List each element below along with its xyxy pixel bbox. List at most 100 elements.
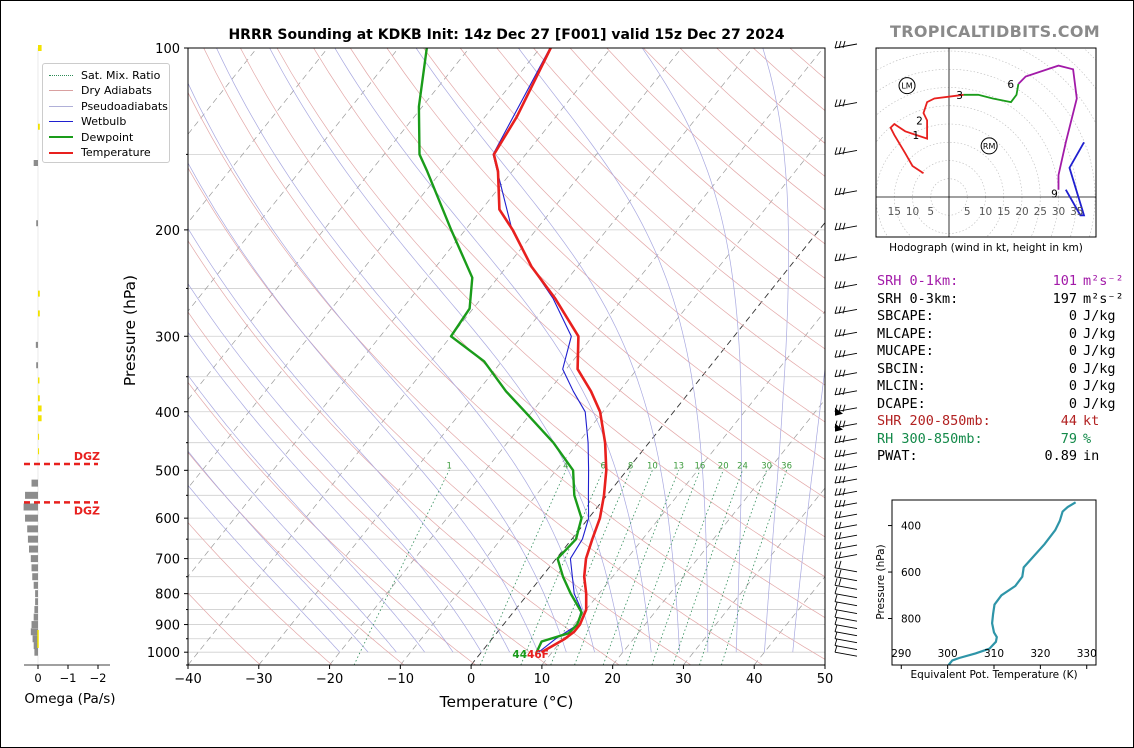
omega-bar — [38, 123, 40, 130]
legend-swatch — [49, 74, 73, 76]
legend-label: Pseudoadiabats — [81, 99, 168, 113]
pseudoadiabat — [188, 162, 539, 653]
isotherm — [329, 48, 824, 665]
hodo-ring-label: 15 — [888, 206, 901, 218]
legend-swatch — [49, 136, 73, 138]
plot-frame — [187, 47, 826, 666]
x-tick-label: 20 — [604, 672, 621, 687]
stat-row: SRH 0-1km: 101 m²s⁻² — [877, 273, 1124, 291]
wind-barb — [834, 372, 858, 378]
pseudoadiabat — [188, 414, 397, 653]
stat-label: MLCIN: — [877, 378, 926, 394]
wind-barbs — [834, 40, 858, 657]
omega-bar — [32, 573, 38, 581]
wind-barb-flag — [838, 369, 842, 377]
hodo-trace — [1017, 64, 1078, 190]
mixing-ratio-line — [651, 470, 724, 665]
hodo-ring-label: 5 — [927, 206, 934, 218]
mixing-ratio-line — [602, 470, 680, 665]
mixing-ratio-label: 6 — [600, 461, 605, 471]
wind-barb-flag — [842, 488, 846, 496]
legend-label: Wetbulb — [81, 115, 127, 128]
wind-barb-flag — [834, 569, 838, 577]
wind-barb — [834, 256, 858, 262]
dewpoint-line — [417, 48, 583, 653]
isotherm — [541, 310, 825, 665]
wind-barb-flag — [838, 488, 842, 496]
wind-barb-flag — [842, 40, 846, 49]
wind-barb-flag — [842, 369, 846, 377]
wind-barb-flag — [834, 521, 838, 529]
stat-value: 0 — [1068, 360, 1077, 377]
wind-barb — [834, 465, 858, 471]
y-tick-label: 1000 — [147, 646, 180, 661]
dry-adiabat — [203, 48, 825, 660]
wind-barb-flag — [842, 281, 846, 289]
pseudoadiabat — [216, 48, 595, 653]
wind-barb-flag — [842, 329, 846, 337]
pseudoadiabat — [415, 48, 680, 653]
dgz-label: DGZ — [74, 450, 100, 463]
wind-barb-pennant — [835, 407, 843, 416]
dry-adiabat — [240, 48, 825, 619]
omega-bar — [29, 545, 38, 553]
isotherm — [188, 48, 682, 665]
dry-adiabat — [496, 48, 825, 350]
dry-adiabat — [459, 48, 825, 386]
wind-barb-flag — [838, 521, 842, 529]
wind-barb-flag — [834, 541, 838, 550]
brand-watermark: TROPICALTIDBITS.COM — [890, 22, 1100, 41]
theta-plot — [947, 501, 1077, 665]
hodo-ring-label: 20 — [1015, 206, 1028, 218]
wind-barb-flag — [842, 499, 846, 508]
wind-barb — [834, 390, 858, 396]
hodo-trace — [1065, 141, 1086, 217]
stat-value: 0.89 — [1044, 448, 1077, 464]
stat-unit: kt — [1083, 413, 1100, 429]
wind-barb — [834, 593, 858, 599]
wind-barb-flag — [838, 329, 842, 337]
dry-adiabat — [188, 167, 692, 665]
chart-title: HRRR Sounding at KDKB Init: 14z Dec 27 [… — [228, 27, 785, 43]
x-tick-label: 40 — [746, 672, 763, 687]
theta-e-line — [947, 501, 1077, 665]
wind-barb-flag — [838, 99, 842, 107]
mixing-ratio-line — [626, 470, 701, 665]
stat-unit: m²s⁻² — [1083, 273, 1124, 289]
stat-row: MUCAPE: 0 J/kg — [877, 343, 1124, 361]
stat-row: MLCIN: 0 J/kg — [877, 378, 1124, 396]
stat-unit: J/kg — [1083, 378, 1116, 394]
wind-barb — [834, 576, 858, 582]
hodo-storm-marker — [898, 77, 916, 95]
dry-adiabat — [188, 91, 763, 665]
mixing-ratio-label: 4 — [563, 461, 568, 471]
wind-barb-flag — [838, 387, 842, 395]
wind-barb — [834, 438, 858, 444]
hodo-ring-label: 35 — [1070, 206, 1083, 218]
plot-area: 1 4 6 8 10 13 16 20 24 30 36 — [188, 48, 825, 665]
wind-barb-flag — [834, 499, 838, 508]
stat-value: 0 — [1068, 325, 1077, 342]
theta-y-label: Pressure (hPa) — [875, 544, 887, 619]
wind-barb-flag — [834, 306, 838, 314]
wind-barb-flag — [834, 594, 838, 602]
legend-item: Sat. Mix. Ratio — [49, 68, 160, 82]
stat-row: SBCAPE: 0 J/kg — [877, 308, 1124, 326]
legend-item: Dewpoint — [49, 130, 133, 144]
wind-barb-flag — [834, 463, 838, 471]
legend-swatch — [49, 90, 73, 91]
temperature-line — [492, 48, 608, 654]
wind-barb-flag — [838, 560, 842, 568]
surface-temperature-label: 46F — [527, 649, 549, 661]
theta-x-tick-label: 310 — [984, 648, 1004, 660]
isotherm — [188, 48, 541, 489]
wind-barb — [834, 645, 858, 650]
theta-x-tick-label: 320 — [1030, 648, 1050, 660]
wind-barb-flag — [842, 350, 846, 358]
wind-barb-flag — [838, 541, 842, 550]
hodo-storm-label: RM — [983, 142, 996, 151]
theta-y-tick-label: 400 — [901, 521, 921, 533]
wind-barb-flag — [834, 586, 838, 594]
wind-barb-flag — [842, 306, 846, 314]
wind-barb — [834, 534, 858, 540]
